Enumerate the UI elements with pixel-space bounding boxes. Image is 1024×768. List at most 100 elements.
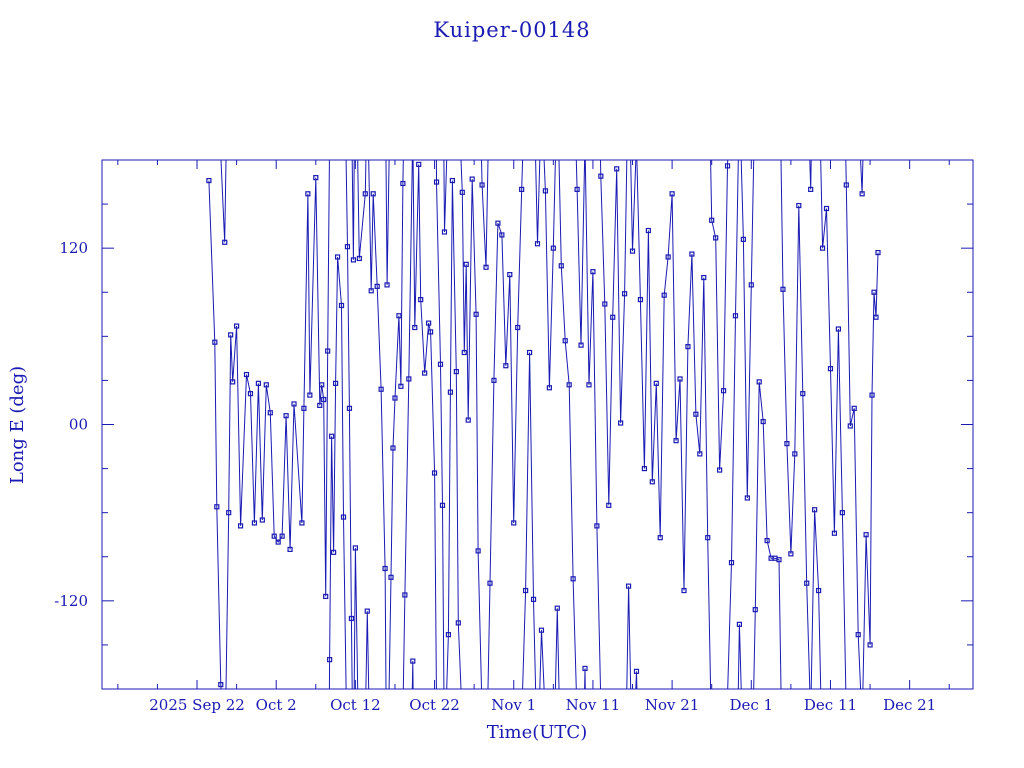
data-point (483, 264, 489, 270)
data-point (689, 251, 695, 257)
data-point (554, 605, 560, 611)
data-point (428, 329, 434, 335)
data-point (776, 557, 782, 563)
data-point (665, 254, 671, 260)
data-point (212, 339, 218, 345)
data-point (538, 627, 545, 633)
data-point (602, 301, 608, 307)
data-point (418, 296, 424, 303)
data-point (251, 520, 258, 526)
data-point (384, 282, 390, 288)
data-point (847, 423, 853, 429)
data-point (744, 495, 750, 501)
data-point (503, 363, 509, 369)
data-point (526, 349, 533, 356)
data-point (574, 186, 580, 192)
data-point (416, 161, 422, 168)
data-point (657, 535, 663, 541)
data-point (323, 593, 329, 600)
data-point (445, 632, 452, 638)
data-point (301, 405, 307, 411)
data-point (586, 382, 592, 388)
data-point (437, 361, 444, 367)
data-point (819, 245, 826, 251)
data-point (740, 236, 746, 242)
data-point (313, 175, 319, 181)
data-point (390, 445, 396, 451)
data-point (709, 217, 715, 223)
data-point (346, 405, 353, 411)
plot-area (206, 160, 881, 689)
data-point (275, 539, 281, 545)
data-point (637, 296, 644, 303)
data-point (697, 451, 703, 457)
data-point (362, 191, 368, 197)
data-point (499, 232, 505, 238)
data-point (550, 245, 556, 251)
data-point (465, 417, 471, 423)
data-point (748, 282, 754, 288)
data-point (263, 382, 269, 388)
data-point (614, 166, 620, 172)
data-point (839, 510, 845, 516)
data-point (756, 379, 762, 385)
data-point (259, 517, 265, 523)
data-point (570, 576, 576, 582)
data-point (728, 560, 735, 566)
data-point (641, 465, 647, 472)
data-point (382, 565, 388, 572)
data-point (422, 370, 428, 376)
data-point (534, 241, 541, 247)
data-point (475, 548, 481, 554)
data-point (621, 291, 628, 297)
data-point (507, 272, 513, 278)
x-tick-label: 2025 Sep 22 (149, 696, 245, 714)
data-point (871, 289, 877, 295)
data-point (406, 376, 412, 382)
data-point (214, 504, 220, 510)
data-point (542, 188, 549, 194)
y-axis-label: Long E (deg) (7, 366, 28, 484)
data-point (325, 348, 331, 354)
x-tick-label: Dec 1 (729, 696, 773, 714)
data-point (271, 533, 277, 539)
data-point (796, 202, 802, 209)
data-point (352, 545, 358, 551)
data-point (618, 420, 624, 426)
data-point (633, 668, 640, 674)
data-point (283, 413, 289, 419)
data-point (222, 239, 228, 245)
data-point (598, 173, 604, 179)
data-point (673, 438, 679, 444)
x-tick-label: Oct 22 (409, 696, 460, 714)
data-point (255, 380, 261, 386)
data-point (398, 383, 404, 389)
data-point (396, 313, 402, 319)
data-point (206, 177, 212, 184)
data-point (732, 313, 739, 319)
data-point (338, 302, 345, 309)
data-point (511, 520, 517, 526)
data-point (677, 376, 683, 382)
data-point (610, 314, 616, 320)
data-point (279, 533, 285, 539)
data-point (228, 332, 234, 338)
data-point (827, 366, 834, 372)
data-point (831, 530, 838, 536)
data-point (327, 657, 333, 663)
data-point (800, 391, 806, 397)
x-tick-label: Nov 21 (645, 696, 700, 714)
data-point (453, 369, 459, 375)
data-point (752, 607, 758, 613)
data-point (784, 441, 790, 447)
data-point (237, 523, 244, 529)
data-point (400, 180, 406, 187)
data-point (590, 269, 596, 275)
data-point (812, 507, 818, 513)
data-point (701, 274, 707, 281)
x-tick-label: Dec 11 (804, 696, 857, 714)
y-tick-label: 120 (59, 239, 88, 257)
data-point (855, 632, 861, 638)
data-point (287, 546, 293, 553)
